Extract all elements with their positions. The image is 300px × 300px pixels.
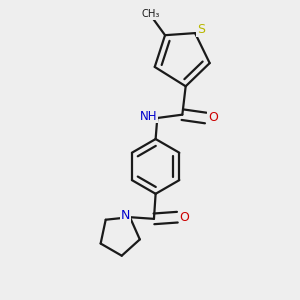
Text: O: O — [208, 112, 218, 124]
Text: N: N — [121, 209, 130, 222]
Text: O: O — [180, 211, 190, 224]
Text: NH: NH — [140, 110, 158, 123]
Text: S: S — [197, 23, 205, 36]
Text: CH₃: CH₃ — [141, 9, 160, 19]
